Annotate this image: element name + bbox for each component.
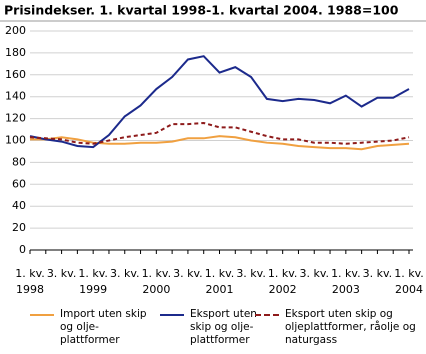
y-tick-label: 180: [5, 46, 26, 59]
legend-swatch: [30, 314, 54, 316]
chart-title: Prisindekser. 1. kvartal 1998-1. kvartal…: [4, 3, 399, 18]
x-tick-label: 1. kv.: [268, 267, 298, 280]
x-tick-label: 3. kv.: [173, 267, 203, 280]
y-tick-label: 100: [5, 134, 26, 147]
x-tick-label: 1. kv.: [394, 267, 424, 280]
x-year-label: 2001: [206, 283, 234, 296]
x-tick-label: 3. kv.: [299, 267, 329, 280]
legend-swatch: [255, 314, 279, 316]
y-tick-label: 200: [5, 24, 26, 37]
x-tick-label: 1. kv.: [205, 267, 235, 280]
x-tick-label: 3. kv.: [236, 267, 266, 280]
y-tick-label: 160: [5, 68, 26, 81]
line-series: [29, 121, 410, 145]
legend-label: Eksport uten skip og oljeplattformer, rå…: [285, 308, 416, 346]
x-year-label: 1999: [79, 283, 107, 296]
x-tick-label: 3. kv.: [363, 267, 393, 280]
x-year-label: 1998: [16, 283, 44, 296]
y-tick-label: 80: [12, 155, 26, 168]
y-tick-label: 40: [12, 199, 26, 212]
x-tick-label: 1. kv.: [142, 267, 172, 280]
y-tick-label: 20: [12, 221, 26, 234]
legend-label: Eksport uten skip og olje-plattformer: [190, 308, 257, 346]
x-tick-label: 1. kv.: [331, 267, 361, 280]
y-tick-label: 60: [12, 177, 26, 190]
x-year-label: 2000: [142, 283, 170, 296]
legend-label: Import uten skip og olje-plattformer: [60, 308, 147, 346]
x-year-label: 2004: [395, 283, 423, 296]
x-year-label: 2003: [332, 283, 360, 296]
x-tick-label: 3. kv.: [110, 267, 140, 280]
y-tick-label: 140: [5, 90, 26, 103]
y-tick-label: 120: [5, 112, 26, 125]
x-tick-label: 3. kv.: [47, 267, 77, 280]
line-series: [30, 135, 410, 151]
x-tick-label: 1. kv.: [78, 267, 108, 280]
legend-swatch: [160, 314, 184, 316]
x-year-label: 2002: [269, 283, 297, 296]
line-series: [29, 55, 410, 149]
x-tick-label: 1. kv.: [15, 267, 45, 280]
y-tick-label: 0: [19, 243, 26, 256]
